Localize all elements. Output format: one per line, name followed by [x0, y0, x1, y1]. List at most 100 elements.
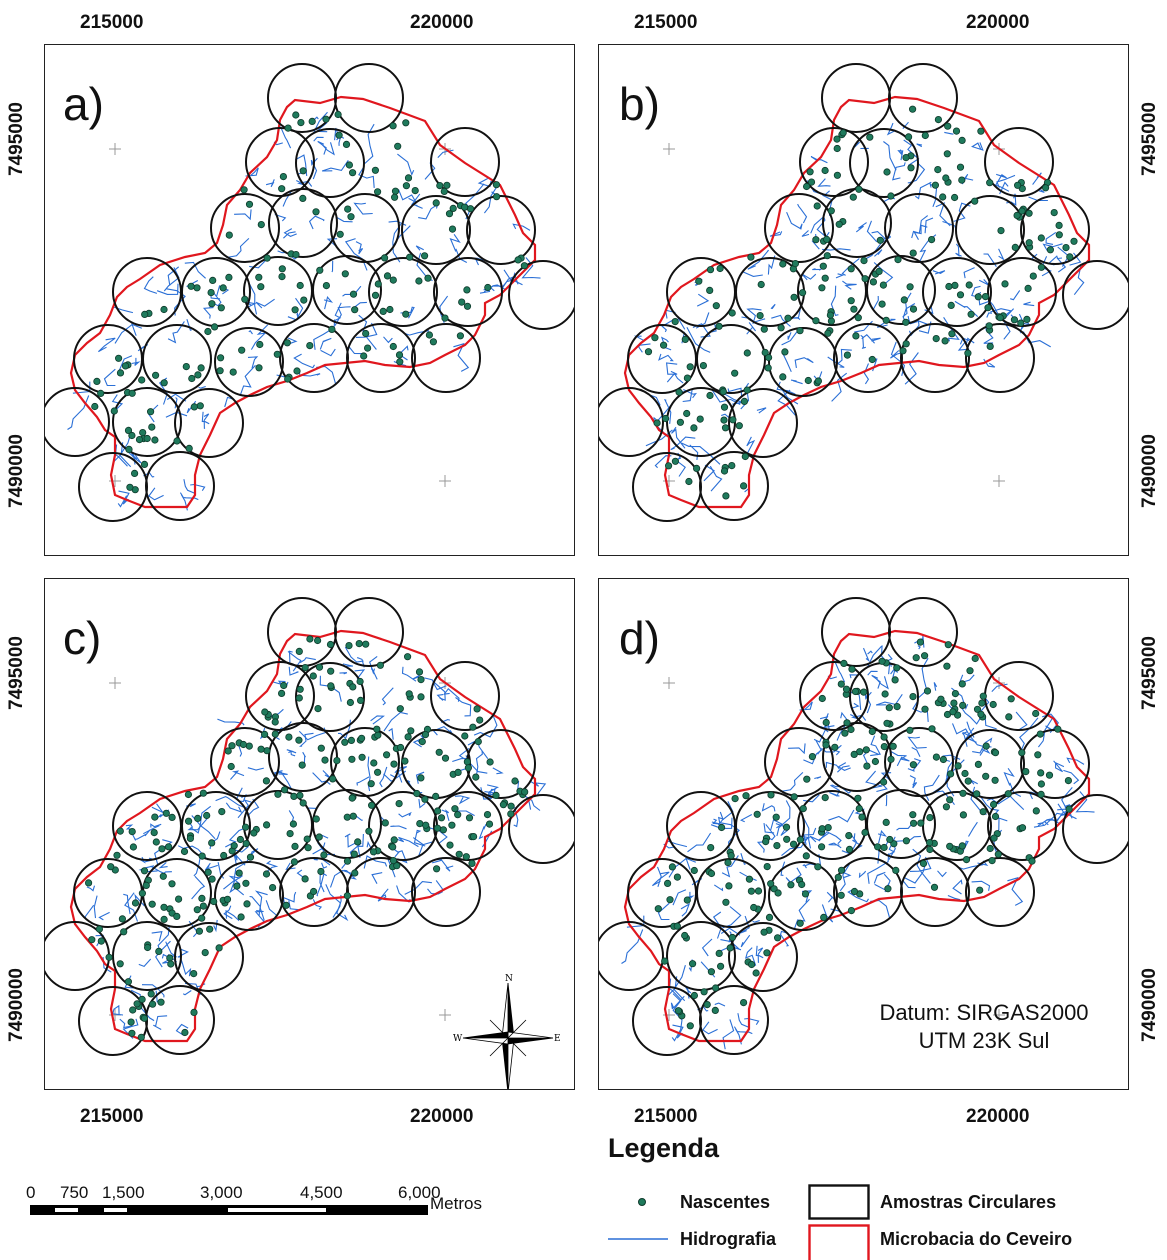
stream-segment [416, 246, 424, 250]
spring-point [704, 1001, 710, 1007]
spring-point [684, 897, 690, 903]
spring-point [1026, 240, 1032, 246]
stream-segment [909, 737, 927, 748]
spring-point [662, 415, 668, 421]
spring-point [1029, 858, 1035, 864]
spring-point [874, 844, 880, 850]
stream-segment [94, 896, 97, 919]
spring-point [708, 969, 714, 975]
spring-point [334, 757, 340, 763]
stream-segment [332, 261, 333, 272]
spring-point [1012, 244, 1018, 250]
spring-point [163, 810, 169, 816]
spring-point [139, 377, 145, 383]
compass-w: W [453, 1034, 463, 1044]
y-tick-left-c-7490000: 7490000 [6, 965, 28, 1045]
spring-point [374, 726, 380, 732]
spring-point [323, 116, 329, 122]
spring-point [484, 811, 490, 817]
spring-point [297, 686, 303, 692]
spring-point [129, 1030, 135, 1036]
spring-point [834, 145, 840, 151]
spring-point [931, 884, 937, 890]
spring-point [187, 835, 193, 841]
spring-point [960, 812, 966, 818]
spring-point [205, 328, 211, 334]
sample-circle-8 [956, 196, 1024, 264]
stream-segment [744, 1019, 758, 1025]
spring-point [834, 172, 840, 178]
spring-point [321, 852, 327, 858]
spring-point [672, 318, 678, 324]
spring-point [200, 903, 206, 909]
spring-point [895, 256, 901, 262]
spring-point [330, 776, 336, 782]
legend-amostras-icon [808, 1184, 870, 1220]
spring-point [780, 374, 786, 380]
spring-point [949, 331, 955, 337]
spring-point [441, 188, 447, 194]
stream-segment [703, 939, 712, 956]
spring-point [797, 328, 803, 334]
spring-point [457, 333, 463, 339]
spring-point [226, 232, 232, 238]
spring-point [823, 742, 829, 748]
spring-point [372, 167, 378, 173]
spring-point [952, 282, 958, 288]
spring-point [746, 876, 752, 882]
sample-circle-27 [146, 986, 214, 1054]
spring-point [645, 349, 651, 355]
spring-point [182, 1029, 188, 1035]
spring-point [697, 416, 703, 422]
spring-point [130, 844, 136, 850]
scalebar-graphic [30, 1204, 450, 1218]
spring-point [323, 282, 329, 288]
spring-point [775, 890, 781, 896]
spring-point [328, 668, 334, 674]
spring-point [402, 758, 408, 764]
stream-segment [384, 337, 393, 343]
spring-point [449, 226, 455, 232]
spring-point [194, 285, 200, 291]
spring-point [465, 765, 471, 771]
spring-point [824, 236, 830, 242]
spring-point [317, 267, 323, 273]
spring-point [141, 868, 147, 874]
spring-point [418, 775, 424, 781]
spring-point [748, 254, 754, 260]
spring-point [264, 748, 270, 754]
spring-point [461, 204, 467, 210]
spring-point [992, 813, 998, 819]
stream-segment [249, 331, 253, 334]
spring-point [815, 864, 821, 870]
spring-point [682, 932, 688, 938]
stream-segment [798, 204, 807, 223]
spring-point [129, 390, 135, 396]
spring-point [299, 762, 305, 768]
stream-segment [829, 843, 842, 848]
stream-segment [917, 144, 922, 147]
spring-point [351, 851, 357, 857]
sample-circle-13 [313, 256, 381, 324]
stream-segment [987, 313, 992, 318]
spring-point [828, 208, 834, 214]
sample-circle-20 [834, 324, 902, 392]
spring-point [785, 315, 791, 321]
stream-segment [891, 751, 907, 755]
stream-segment [1046, 232, 1056, 244]
spring-point [148, 991, 154, 997]
spring-point [217, 368, 223, 374]
sample-circle-18 [697, 325, 765, 393]
stream-segment [856, 223, 866, 232]
spring-point [169, 881, 175, 887]
spring-point [234, 883, 240, 889]
spring-point [310, 888, 316, 894]
spring-point [926, 839, 932, 845]
spring-point [947, 843, 953, 849]
x-tick-top-a-215000: 215000 [80, 12, 143, 34]
spring-point [414, 790, 420, 796]
spring-point [189, 375, 195, 381]
spring-point [437, 182, 443, 188]
stream-segment [181, 959, 190, 976]
spring-point [972, 655, 978, 661]
